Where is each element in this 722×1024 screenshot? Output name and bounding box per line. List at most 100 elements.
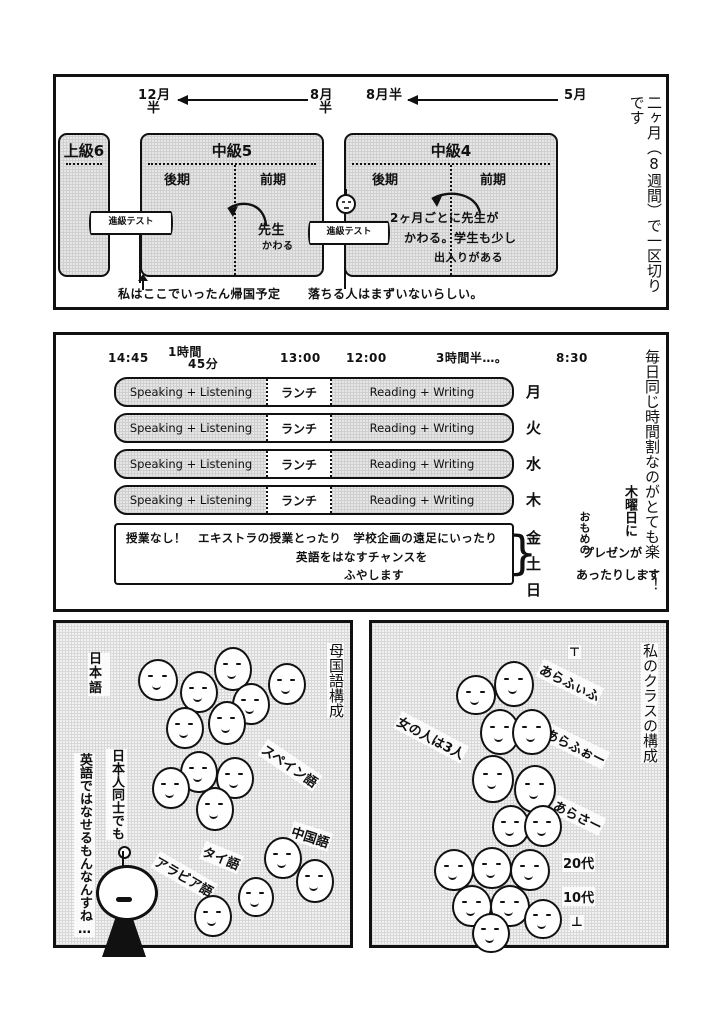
person-head <box>480 709 520 755</box>
fail-note: 落ちる人はまずいないらしい。 <box>308 287 484 301</box>
label-japanese: 日本語 <box>88 652 110 696</box>
person-head <box>238 877 274 917</box>
panel1-side-note: 二ヶ月（8週間）で一区切りです <box>627 95 663 293</box>
panel2-side-note-sub3: プレゼンが <box>581 546 642 560</box>
month-label-1: 12月 半 <box>138 88 171 116</box>
panel2-side-note-sub2: おもめの <box>578 511 591 555</box>
weekend-note-line2: 英語をはなすチャンスを <box>296 550 428 564</box>
person-head <box>472 913 510 953</box>
cell-lunch: ランチ <box>266 487 332 513</box>
course-box-chukyu5: 中級5 後期 前期 先生 かわる <box>140 133 324 277</box>
speech-line1: 日本人同士でも <box>106 749 127 840</box>
curve-arrow-right <box>431 192 482 214</box>
day-label-mon: 月 <box>526 383 542 401</box>
cell-reading-writing: Reading + Writing <box>369 457 475 471</box>
cell-speaking-listening: Speaking + Listening <box>129 421 253 435</box>
schedule-row-thu[interactable]: Speaking + Listening ランチ Reading + Writi… <box>114 485 514 515</box>
person-head <box>512 709 552 755</box>
rotate-note-1: 2ヶ月ごとに先生が <box>390 211 499 225</box>
person-head <box>166 707 204 749</box>
label-20dai: 20代 <box>562 853 596 872</box>
label-spanish: スペイン語 <box>257 739 323 792</box>
tick-1300: 13:00 <box>280 351 321 365</box>
person-head <box>216 757 254 799</box>
person-head <box>208 701 246 745</box>
speech-line2: 英語ではなせるもんなんすね… <box>74 753 95 937</box>
label-arafo: あらふぉー <box>541 723 611 770</box>
cell-reading-writing: Reading + Writing <box>369 421 475 435</box>
course-box-jokyu6: 上級6 <box>58 133 110 277</box>
label-arafifu: あらふぃふ <box>535 659 605 706</box>
person-head <box>194 895 232 937</box>
person-head <box>296 859 334 903</box>
teacher-note: 先生 <box>258 223 286 238</box>
month-label-4: 5月 <box>564 88 588 103</box>
person-head <box>268 663 306 705</box>
person-head <box>494 661 534 707</box>
panel-my-class-composition: 私のクラスの構成 ⊤ あらふぃふ あらふぉー あらさー 20代 10代 ⊥ 女の… <box>369 620 669 953</box>
cell-lunch: ランチ <box>266 415 332 441</box>
person-head <box>524 805 562 847</box>
weekend-note-box: 授業なし！ エキストラの授業とったり 学校企画の遠足にいったり 英語をはなすチャ… <box>114 523 514 585</box>
person-head <box>138 659 178 701</box>
schedule-row-mon[interactable]: Speaking + Listening ランチ Reading + Writi… <box>114 377 514 407</box>
panel-course-timeline: 12月 半 8月 半 8月半 5月 上級6 中級5 後期 前期 先生 <box>53 74 669 310</box>
timeline-arrow-2 <box>407 95 558 105</box>
person-head <box>492 805 530 847</box>
banner-shinkyu-test-1: 進級テスト <box>89 211 173 235</box>
cell-reading-writing: Reading + Writing <box>369 385 475 399</box>
cell-reading-writing: Reading + Writing <box>369 493 475 507</box>
age-tick-top: ⊤ <box>568 645 581 659</box>
person-head <box>214 647 252 691</box>
month-label-3: 8月半 <box>366 88 403 103</box>
rotate-note-2: かわる。学生も少し <box>404 231 517 245</box>
person-head <box>472 847 512 889</box>
cell-lunch: ランチ <box>266 379 332 405</box>
narrator-figure <box>94 846 158 957</box>
return-plan-note: 私はここでいったん帰国予定 <box>118 287 281 301</box>
up-arrow-icon <box>138 274 148 290</box>
person-head <box>472 755 514 803</box>
panel2-side-note-sub4: あったりします <box>575 568 660 582</box>
timeline-arrow-1 <box>177 95 308 105</box>
panel2-side-note-sub: 木曜日に <box>622 485 637 537</box>
age-tick-bottom: ⊥ <box>570 915 584 930</box>
gender-note: 女の人は3人 <box>393 711 470 764</box>
tick-830: 8:30 <box>556 351 588 365</box>
weekend-note-line3: ふやします <box>344 568 404 582</box>
person-head <box>196 787 234 831</box>
person-head <box>514 765 556 813</box>
person-head <box>434 849 474 891</box>
curve-arrow-left <box>227 202 268 226</box>
person-head <box>456 675 496 715</box>
day-label-fri: 金 <box>526 529 542 547</box>
course-box-chukyu4: 中級4 後期 前期 2ヶ月ごとに先生が かわる。学生も少し 出入りがある <box>344 133 558 277</box>
schedule-row-tue[interactable]: Speaking + Listening ランチ Reading + Writi… <box>114 413 514 443</box>
panel2-side-note-main: 毎日同じ時間割なのがとても楽…！ <box>643 349 661 592</box>
schedule-row-wed[interactable]: Speaking + Listening ランチ Reading + Writi… <box>114 449 514 479</box>
panel4-title: 私のクラスの構成 <box>641 643 659 763</box>
rotate-note-3: 出入りがある <box>434 251 503 264</box>
cell-speaking-listening: Speaking + Listening <box>129 457 253 471</box>
day-label-sun: 日 <box>526 581 542 599</box>
person-head <box>264 837 302 879</box>
tick-3h30: 3時間半…。 <box>436 351 508 365</box>
person-head <box>524 899 562 939</box>
day-label-thu: 木 <box>526 491 542 509</box>
banner-shinkyu-test-2: 進級テスト <box>308 221 390 245</box>
person-head <box>152 767 190 809</box>
person-head <box>510 849 550 891</box>
day-label-sat: 土 <box>526 555 542 573</box>
month-label-2: 8月 半 <box>310 88 334 116</box>
panel-native-language-composition: 母国語構成 日本語 スペイン語 中国語 タイ語 アラビア語 日本人同士でも 英語… <box>53 620 353 957</box>
cell-speaking-listening: Speaking + Listening <box>129 493 253 507</box>
teacher-note-sub: かわる <box>262 241 294 252</box>
day-label-wed: 水 <box>526 455 542 473</box>
panel3-title: 母国語構成 <box>327 643 345 718</box>
person-head <box>180 671 218 713</box>
panel-weekly-schedule: 14:45 1時間 45分 13:00 12:00 3時間半…。 8:30 Sp… <box>53 332 669 612</box>
label-thai: タイ語 <box>198 841 245 874</box>
small-head-icon <box>336 189 356 214</box>
cell-lunch: ランチ <box>266 451 332 477</box>
